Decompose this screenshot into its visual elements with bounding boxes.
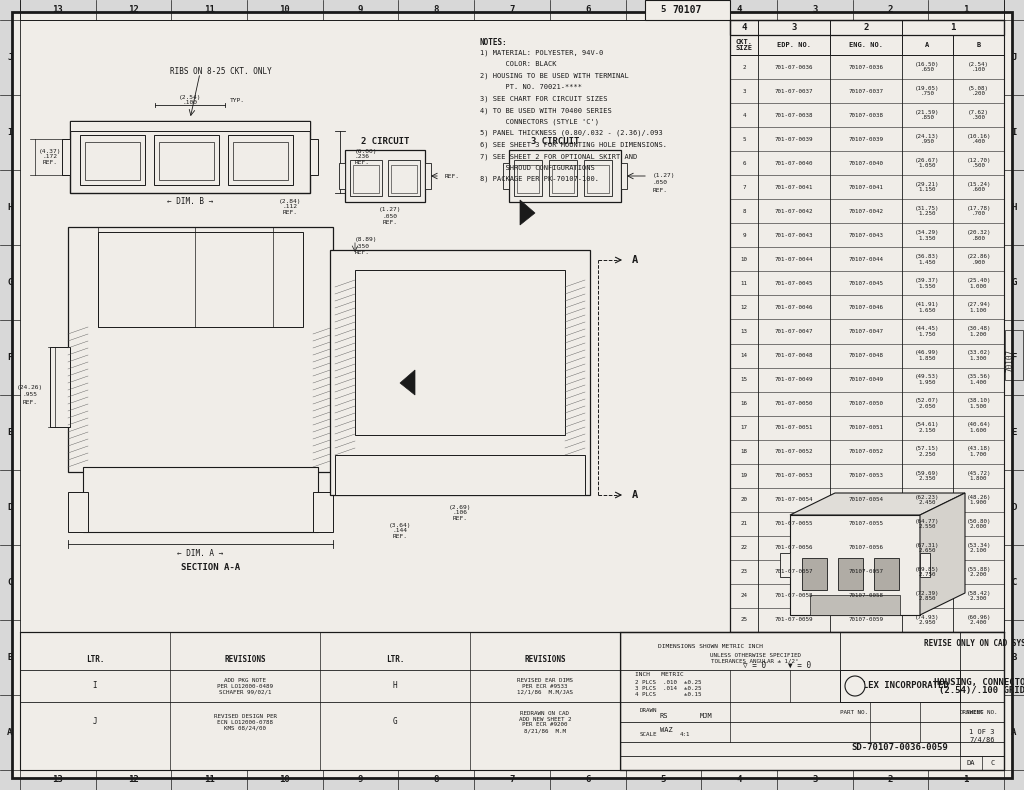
- Text: 4) TO BE USED WITH 70400 SERIES: 4) TO BE USED WITH 70400 SERIES: [480, 107, 611, 114]
- Text: 70107-0055: 70107-0055: [849, 521, 884, 526]
- Text: 70107-0057: 70107-0057: [849, 570, 884, 574]
- Text: C: C: [991, 760, 995, 766]
- Text: H: H: [7, 203, 12, 212]
- Text: 701-07-0054: 701-07-0054: [775, 497, 813, 502]
- Text: 70107-0047: 70107-0047: [849, 329, 884, 334]
- Text: 23: 23: [740, 570, 748, 574]
- Text: (69.85)
2.750: (69.85) 2.750: [915, 566, 940, 577]
- Text: (36.83)
1.450: (36.83) 1.450: [915, 254, 940, 265]
- Text: 70107-0037: 70107-0037: [849, 88, 884, 93]
- Text: WAZ: WAZ: [660, 727, 673, 733]
- Text: ▼ = 0: ▼ = 0: [788, 660, 812, 669]
- Bar: [353, 165, 379, 193]
- Text: .050: .050: [383, 213, 397, 219]
- Text: DRAWING: DRAWING: [961, 709, 984, 714]
- Text: 701-07-0039: 701-07-0039: [775, 137, 813, 141]
- Text: 4: 4: [741, 23, 746, 32]
- Text: (52.07)
2.050: (52.07) 2.050: [915, 398, 940, 408]
- Text: 70107-0039: 70107-0039: [849, 137, 884, 141]
- Text: REF.: REF.: [652, 187, 668, 193]
- Text: (4.37): (4.37): [39, 149, 61, 155]
- Text: F: F: [1012, 353, 1017, 362]
- Bar: [503, 163, 509, 189]
- Bar: [621, 163, 627, 189]
- Bar: [330, 250, 590, 495]
- Text: REF.: REF.: [355, 160, 370, 164]
- Text: 11: 11: [740, 281, 748, 286]
- Text: (25.40)
1.000: (25.40) 1.000: [967, 278, 991, 288]
- Text: REF.: REF.: [43, 160, 57, 164]
- Text: 70107-0056: 70107-0056: [849, 545, 884, 551]
- Text: REF.: REF.: [283, 210, 298, 216]
- Text: 701-07-0046: 701-07-0046: [775, 305, 813, 310]
- Bar: [790, 515, 920, 615]
- Bar: [517, 165, 539, 193]
- Text: 8: 8: [742, 209, 745, 214]
- Text: C: C: [7, 578, 12, 587]
- Text: 5: 5: [660, 776, 666, 784]
- Text: (16.50)
.650: (16.50) .650: [915, 62, 940, 72]
- Text: 6: 6: [585, 6, 591, 14]
- Text: 701-07-0057: 701-07-0057: [775, 570, 813, 574]
- Text: 13: 13: [52, 6, 63, 14]
- Text: (43.18)
1.700: (43.18) 1.700: [967, 446, 991, 457]
- Text: SHEET NO.: SHEET NO.: [967, 709, 997, 714]
- Text: 70107-0049: 70107-0049: [849, 377, 884, 382]
- Bar: [961, 756, 1004, 770]
- Text: MJM: MJM: [700, 713, 713, 719]
- Text: (53.34)
2.100: (53.34) 2.100: [967, 543, 991, 553]
- Text: 2 CIRCUIT: 2 CIRCUIT: [360, 137, 410, 146]
- Bar: [802, 558, 827, 590]
- Bar: [85, 142, 140, 180]
- Text: 3 PLCS  .014  ±0.25: 3 PLCS .014 ±0.25: [635, 686, 701, 690]
- Text: 701-07-0058: 701-07-0058: [775, 593, 813, 599]
- Text: 701-07-0049: 701-07-0049: [775, 377, 813, 382]
- Bar: [98, 232, 303, 327]
- Text: (60.96)
2.400: (60.96) 2.400: [967, 615, 991, 625]
- Text: 17: 17: [740, 425, 748, 430]
- Bar: [339, 163, 345, 189]
- Bar: [514, 160, 542, 196]
- Text: SD-70107-0036-0059: SD-70107-0036-0059: [852, 743, 948, 753]
- Text: 701-07-0053: 701-07-0053: [775, 473, 813, 478]
- Text: (8.89): (8.89): [355, 238, 378, 243]
- Text: 70107-0043: 70107-0043: [849, 233, 884, 238]
- Text: 12: 12: [128, 6, 139, 14]
- Text: A: A: [632, 255, 638, 265]
- Bar: [228, 135, 293, 185]
- Text: DIMENSIONS SHOWN METRIC INCH: DIMENSIONS SHOWN METRIC INCH: [657, 645, 763, 649]
- Bar: [83, 467, 318, 532]
- Bar: [388, 160, 420, 196]
- Text: ▽ = 0: ▽ = 0: [743, 660, 767, 669]
- Text: 1: 1: [964, 776, 969, 784]
- Text: 70107-0038: 70107-0038: [849, 113, 884, 118]
- Text: (15.24)
.600: (15.24) .600: [967, 182, 991, 193]
- Text: (6.00): (6.00): [355, 149, 378, 155]
- Text: INCH   METRIC: INCH METRIC: [635, 672, 684, 678]
- Text: (62.23)
2.450: (62.23) 2.450: [915, 495, 940, 505]
- Text: (30.48)
1.200: (30.48) 1.200: [967, 326, 991, 337]
- Text: (20.32)
.800: (20.32) .800: [967, 230, 991, 240]
- Text: REF.: REF.: [383, 220, 397, 224]
- Text: 70107-0059: 70107-0059: [849, 618, 884, 623]
- Text: 3: 3: [792, 23, 797, 32]
- Text: 8: 8: [433, 776, 439, 784]
- Bar: [730, 20, 1004, 35]
- Text: (35.56)
1.400: (35.56) 1.400: [967, 374, 991, 385]
- Bar: [645, 0, 730, 20]
- Bar: [838, 558, 863, 590]
- Text: 701-07-0044: 701-07-0044: [775, 257, 813, 261]
- Text: .236: .236: [355, 155, 370, 160]
- Text: 18: 18: [740, 450, 748, 454]
- Bar: [62, 139, 70, 175]
- Text: H: H: [1012, 203, 1017, 212]
- Text: REVISIONS: REVISIONS: [224, 656, 266, 664]
- Text: SHROUD CONFIGURATIONS: SHROUD CONFIGURATIONS: [480, 164, 595, 171]
- Text: (59.69)
2.350: (59.69) 2.350: [915, 471, 940, 481]
- Text: (7.62)
.300: (7.62) .300: [968, 110, 989, 120]
- Text: 701-07-0059: 701-07-0059: [775, 618, 813, 623]
- Text: REF.: REF.: [392, 535, 408, 540]
- Polygon shape: [790, 493, 965, 515]
- Text: 3: 3: [742, 88, 745, 93]
- Text: (3.64): (3.64): [389, 522, 412, 528]
